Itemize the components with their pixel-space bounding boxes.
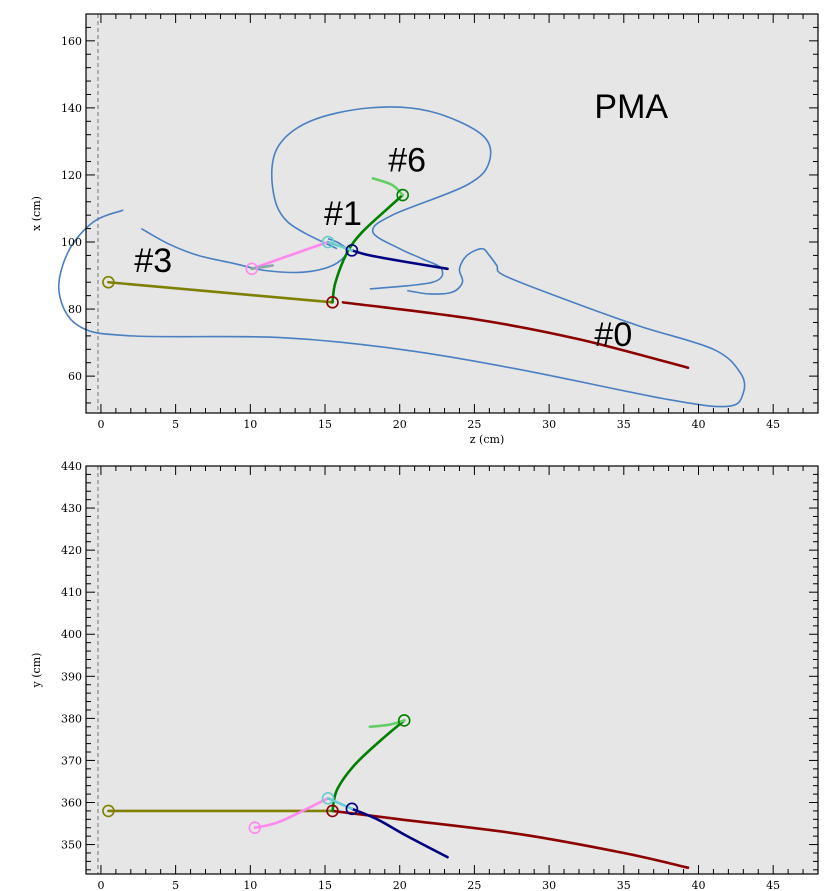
x-tick-label: 10 [243,418,257,431]
track-line-3 [331,719,406,813]
x-tick-label: 45 [766,418,780,431]
y-tick-label: 350 [61,839,82,852]
vertex-marker-1 [326,296,339,309]
track-line-4 [368,719,406,729]
vertex-marker-0 [102,804,115,818]
y-tick-label: 80 [68,303,82,316]
x-tick-label: 15 [318,418,332,431]
y-tick-label: 390 [61,670,82,683]
vertex-marker-5 [248,821,262,835]
annotation-label-1: #6 [388,142,426,180]
plot-frame [85,13,819,414]
plot-area [86,466,818,874]
vertex-marker-5 [245,262,259,276]
track-line-2 [350,807,449,859]
vertex-marker-2 [321,791,335,805]
y-tick-label: 380 [61,712,82,725]
vertex-marker-3 [345,802,359,816]
annotation-label-2: #1 [324,195,362,233]
y-tick-label: 120 [61,169,82,182]
annotation-label-3: #3 [134,242,172,280]
vertex-marker-4 [396,188,410,202]
x-tick-label: 45 [766,879,780,891]
x-tick-label: 30 [542,879,556,891]
track-line-1 [107,280,334,304]
vertex-marker-4 [397,714,411,727]
y-tick-label: 420 [61,544,82,557]
annotation-label-0: PMA [594,88,668,126]
y-tick-label: 100 [61,236,82,249]
y-tick-label: 400 [61,628,82,641]
x-tick-label: 20 [393,418,407,431]
annotation-label-4: #0 [594,316,632,354]
track-line-6 [326,240,354,252]
plot-frame [85,465,819,875]
y-tick-label: 140 [61,102,82,115]
x-tick-label: 25 [467,879,481,891]
track-line-3 [331,193,405,304]
y-tick-label: 360 [61,796,82,809]
vertex-marker-3 [345,244,359,257]
track-line-0 [331,809,690,869]
track-line-0 [341,301,690,370]
plot-area [86,14,818,413]
x-axis-title: z (cm) [470,433,504,446]
x-tick-label: 35 [617,879,631,891]
y-tick-label: 430 [61,502,82,515]
y-tick-label: 440 [61,460,82,473]
y-tick-label: 410 [61,586,82,599]
y-tick-label: 370 [61,754,82,767]
bottom-panel-yz: 0 5 10 15 20 25 30 35 40 45 350 360 370 380 390 400 410 4… [30,460,819,891]
vertex-marker-0 [102,275,115,289]
x-tick-label: 10 [243,879,257,891]
x-tick-label: 25 [467,418,481,431]
top-panel-xz: 0 5 10 15 20 25 30 35 40 45 60 80 100 120 140 160 z (cm)… [30,13,819,446]
x-tick-label: 30 [542,418,556,431]
x-tick-label: 20 [393,879,407,891]
track-line-4 [371,176,405,197]
track-line-6 [326,796,354,811]
y-tick-label: 60 [68,370,82,383]
track-line-2 [350,249,449,271]
x-tick-label: 35 [617,418,631,431]
region-outline-0 [270,106,492,290]
x-tick-label: 5 [172,418,179,431]
track-line-7 [250,264,275,271]
x-tick-label: 5 [172,879,179,891]
x-tick-label: 0 [97,418,104,431]
y-axis-title: x (cm) [30,196,43,231]
vertex-marker-1 [326,804,339,818]
vertex-marker-2 [321,235,335,249]
x-tick-label: 40 [691,418,705,431]
x-tick-label: 0 [97,879,104,891]
y-tick-label: 160 [61,35,82,48]
x-tick-label: 15 [318,879,332,891]
region-outline-2 [57,209,746,408]
y-axis-title: y (cm) [30,653,43,689]
x-tick-label: 40 [691,879,705,891]
